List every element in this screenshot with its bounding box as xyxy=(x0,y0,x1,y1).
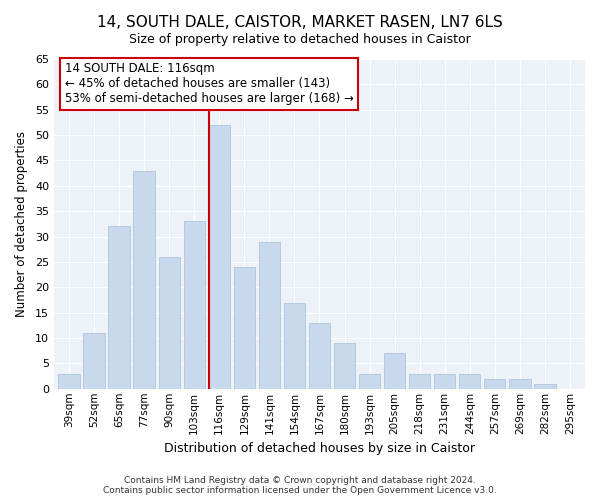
Bar xyxy=(158,257,180,389)
Text: Size of property relative to detached houses in Caistor: Size of property relative to detached ho… xyxy=(129,32,471,46)
Bar xyxy=(284,302,305,389)
Bar xyxy=(58,374,80,389)
Bar xyxy=(509,378,530,389)
Bar xyxy=(384,354,405,389)
X-axis label: Distribution of detached houses by size in Caistor: Distribution of detached houses by size … xyxy=(164,442,475,455)
Bar xyxy=(83,333,104,389)
Y-axis label: Number of detached properties: Number of detached properties xyxy=(15,131,28,317)
Bar xyxy=(534,384,556,389)
Bar xyxy=(109,226,130,389)
Bar xyxy=(309,323,330,389)
Text: 14, SOUTH DALE, CAISTOR, MARKET RASEN, LN7 6LS: 14, SOUTH DALE, CAISTOR, MARKET RASEN, L… xyxy=(97,15,503,30)
Bar xyxy=(484,378,505,389)
Bar xyxy=(133,170,155,389)
Bar xyxy=(259,242,280,389)
Bar xyxy=(334,343,355,389)
Text: Contains HM Land Registry data © Crown copyright and database right 2024.
Contai: Contains HM Land Registry data © Crown c… xyxy=(103,476,497,495)
Bar xyxy=(209,125,230,389)
Bar xyxy=(184,222,205,389)
Bar xyxy=(459,374,481,389)
Bar xyxy=(434,374,455,389)
Bar xyxy=(359,374,380,389)
Text: 14 SOUTH DALE: 116sqm
← 45% of detached houses are smaller (143)
53% of semi-det: 14 SOUTH DALE: 116sqm ← 45% of detached … xyxy=(65,62,353,106)
Bar xyxy=(409,374,430,389)
Bar xyxy=(233,267,255,389)
